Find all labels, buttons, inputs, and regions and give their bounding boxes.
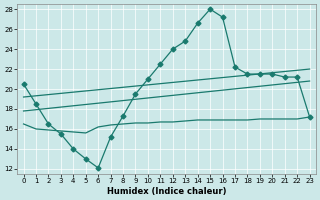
- X-axis label: Humidex (Indice chaleur): Humidex (Indice chaleur): [107, 187, 226, 196]
